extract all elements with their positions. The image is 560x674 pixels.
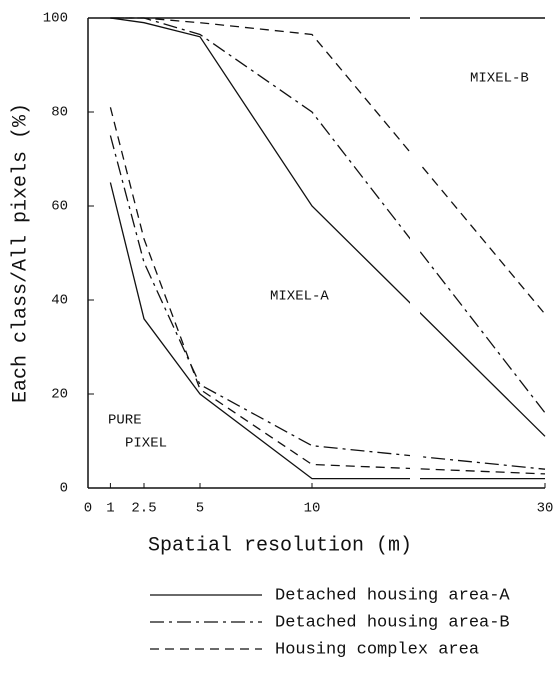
annotation: MIXEL-A [270, 289, 329, 305]
y-tick-label: 60 [51, 199, 68, 215]
y-axis-title: Each class/All pixels (%) [9, 103, 32, 403]
y-tick-label: 0 [60, 481, 68, 497]
annotation: PIXEL [125, 436, 167, 452]
legend-label: Detached housing area-B [275, 613, 510, 632]
x-tick-label: 1 [106, 501, 114, 517]
line [109, 135, 546, 470]
x-tick-label: 2.5 [131, 501, 156, 517]
x-tick-label: 0 [84, 501, 92, 517]
legend-label: Detached housing area-A [275, 586, 510, 605]
line [109, 107, 546, 475]
annotation: MIXEL-B [470, 71, 529, 87]
y-tick-label: 100 [43, 11, 68, 27]
x-tick-label: 10 [304, 501, 321, 517]
x-tick-label: 5 [196, 501, 204, 517]
line [110, 17, 546, 437]
annotation: PURE [108, 413, 142, 429]
y-tick-label: 20 [51, 387, 68, 403]
x-tick-label: 30 [537, 501, 554, 517]
x-axis-title: Spatial resolution (m) [148, 534, 412, 557]
y-tick-label: 40 [51, 293, 68, 309]
line [109, 182, 545, 480]
line [110, 17, 546, 315]
axis-break [410, 14, 420, 482]
y-tick-label: 80 [51, 105, 68, 121]
line [110, 17, 546, 414]
legend-label: Housing complex area [275, 640, 479, 659]
